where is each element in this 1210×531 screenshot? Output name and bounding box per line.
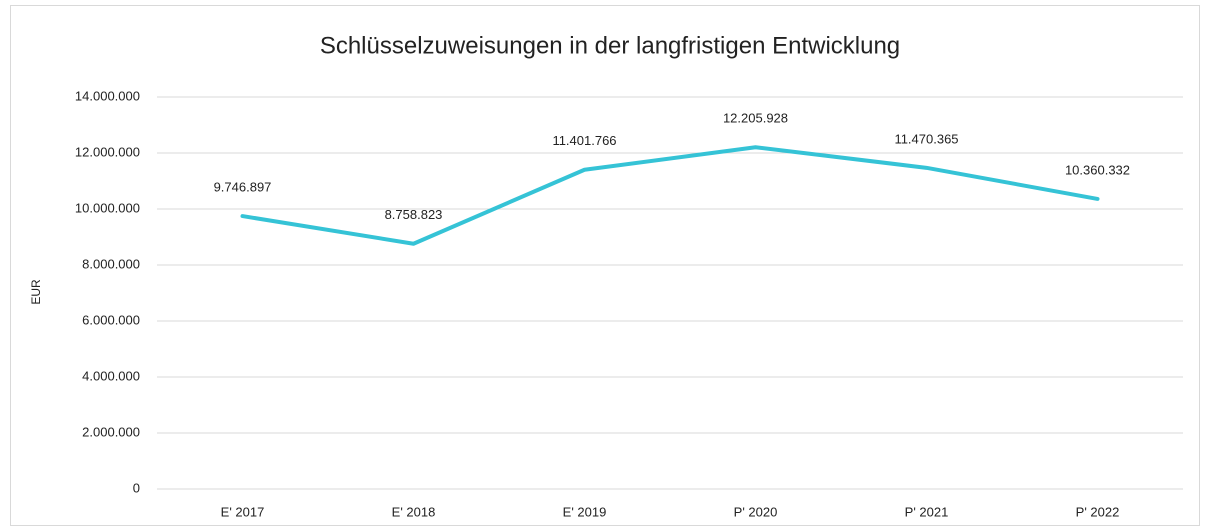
x-tick-label: P' 2021 (905, 504, 949, 519)
data-label: 9.746.897 (214, 180, 272, 195)
line-series (240, 145, 1100, 246)
x-tick-label: E' 2019 (563, 504, 607, 519)
data-label: 11.401.766 (552, 133, 616, 148)
y-tick-label: 10.000.000 (75, 200, 140, 215)
x-tick-label: E' 2018 (392, 504, 436, 519)
y-tick-label: 14.000.000 (75, 88, 140, 103)
y-tick-label: 2.000.000 (82, 424, 140, 439)
x-tick-label: P' 2022 (1076, 504, 1120, 519)
y-tick-label: 8.000.000 (82, 256, 140, 271)
data-label: 12.205.928 (723, 111, 788, 126)
chart-title: Schlüsselzuweisungen in der langfristige… (320, 32, 900, 59)
y-tick-label: 6.000.000 (82, 312, 140, 327)
x-tick-label: E' 2017 (221, 504, 265, 519)
y-axis-label: EUR (29, 279, 43, 305)
data-label: 10.360.332 (1065, 162, 1130, 177)
y-tick-label: 0 (133, 480, 140, 495)
y-tick-label: 12.000.000 (75, 144, 140, 159)
data-label: 8.758.823 (385, 207, 443, 222)
x-tick-label: P' 2020 (734, 504, 778, 519)
y-tick-label: 4.000.000 (82, 368, 140, 383)
data-label: 11.470.365 (894, 131, 958, 146)
